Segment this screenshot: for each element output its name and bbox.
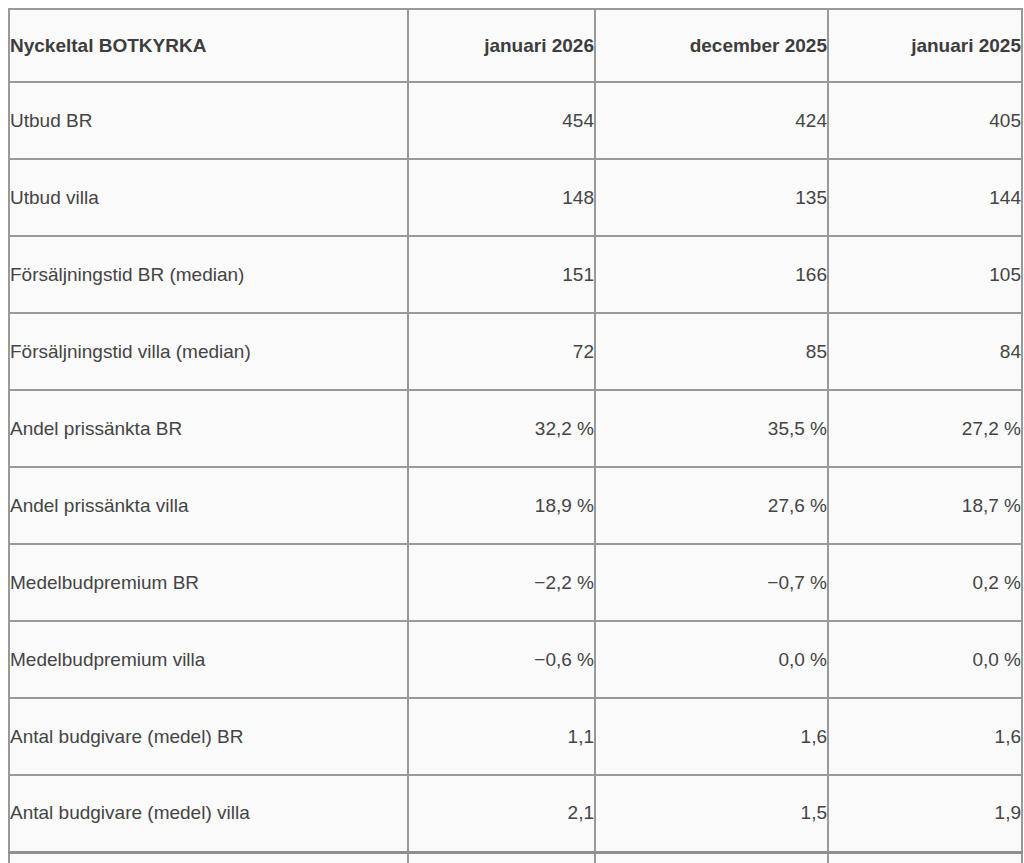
cell-value: −0,6 % [408,621,595,698]
table-header-row: Nyckeltal BOTKYRKA januari 2026december … [9,9,1022,82]
row-label: Andel prissänkta BR [9,390,408,467]
cell-value: 1,5 [595,775,828,852]
row-label: Medelbudpremium BR [9,544,408,621]
column-header: januari 2025 [828,9,1022,82]
cell-value: 151 [408,236,595,313]
partial-next-row-cell [9,852,408,863]
table-row: Medelbudpremium BR−2,2 %−0,7 %0,2 % [9,544,1022,621]
row-label: Antal budgivare (medel) villa [9,775,408,852]
column-header: december 2025 [595,9,828,82]
cell-value: 72 [408,313,595,390]
table-title: Nyckeltal BOTKYRKA [9,9,408,82]
partial-next-row-cell [408,852,595,863]
table-row: Andel prissänkta BR32,2 %35,5 %27,2 % [9,390,1022,467]
table-row: Antal budgivare (medel) BR1,11,61,6 [9,698,1022,775]
cell-value: 18,7 % [828,467,1022,544]
row-label: Utbud BR [9,82,408,159]
cell-value: 18,9 % [408,467,595,544]
table-row: Försäljningstid BR (median)151166105 [9,236,1022,313]
table-row: Utbud villa148135144 [9,159,1022,236]
partial-next-row-cell [828,852,1022,863]
cell-value: −2,2 % [408,544,595,621]
cell-value: 32,2 % [408,390,595,467]
table-row: Antal budgivare (medel) villa2,11,51,9 [9,775,1022,852]
cell-value: 35,5 % [595,390,828,467]
cell-value: 1,6 [595,698,828,775]
row-label: Försäljningstid villa (median) [9,313,408,390]
cell-value: 424 [595,82,828,159]
table-row: Andel prissänkta villa18,9 %27,6 %18,7 % [9,467,1022,544]
cell-value: 148 [408,159,595,236]
cell-value: 27,2 % [828,390,1022,467]
table-row: Utbud BR454424405 [9,82,1022,159]
cell-value: 135 [595,159,828,236]
cell-value: 1,9 [828,775,1022,852]
row-label: Andel prissänkta villa [9,467,408,544]
row-label: Antal budgivare (medel) BR [9,698,408,775]
page: Nyckeltal BOTKYRKA januari 2026december … [0,0,1024,863]
cell-value: 405 [828,82,1022,159]
cell-value: 1,6 [828,698,1022,775]
cell-value: 85 [595,313,828,390]
cell-value: −0,7 % [595,544,828,621]
row-label: Utbud villa [9,159,408,236]
cell-value: 84 [828,313,1022,390]
cell-value: 0,0 % [828,621,1022,698]
cell-value: 144 [828,159,1022,236]
table-row: Medelbudpremium villa−0,6 %0,0 %0,0 % [9,621,1022,698]
column-header: januari 2026 [408,9,595,82]
cell-value: 1,1 [408,698,595,775]
key-figures-table: Nyckeltal BOTKYRKA januari 2026december … [8,8,1023,863]
cell-value: 0,2 % [828,544,1022,621]
table-row: Försäljningstid villa (median)728584 [9,313,1022,390]
cell-value: 0,0 % [595,621,828,698]
cell-value: 105 [828,236,1022,313]
partial-next-row [9,852,1022,863]
cell-value: 2,1 [408,775,595,852]
cell-value: 166 [595,236,828,313]
cell-value: 454 [408,82,595,159]
partial-next-row-cell [595,852,828,863]
row-label: Försäljningstid BR (median) [9,236,408,313]
row-label: Medelbudpremium villa [9,621,408,698]
cell-value: 27,6 % [595,467,828,544]
